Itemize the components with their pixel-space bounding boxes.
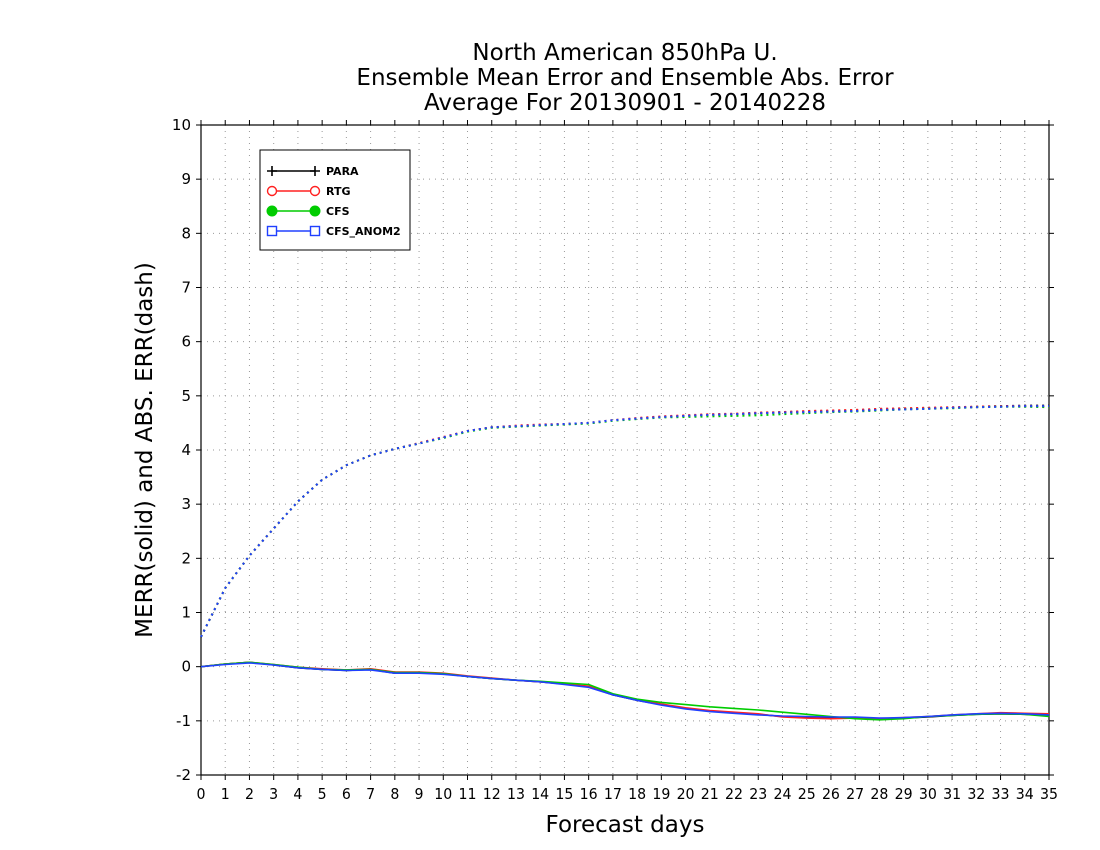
x-tick-label: 9 <box>415 785 424 803</box>
x-tick-label: 28 <box>870 785 888 803</box>
legend-item-cfs: CFS <box>266 205 350 218</box>
y-tick-label: 9 <box>181 170 191 188</box>
x-tick-label: 22 <box>725 785 743 803</box>
legend-item-rtg: RTG <box>266 185 351 198</box>
chart-title-line-2: Ensemble Mean Error and Ensemble Abs. Er… <box>356 65 894 91</box>
x-tick-label: 27 <box>846 785 864 803</box>
legend-label: RTG <box>326 185 351 198</box>
y-tick-label: 8 <box>181 224 191 242</box>
legend-circle-marker <box>266 185 278 197</box>
y-tick-label: 10 <box>172 116 191 134</box>
series-cfs_anom2-merr-line <box>200 662 1050 719</box>
series-rtg-abserr-line <box>200 405 1050 638</box>
legend-label: CFS_ANOM2 <box>326 225 401 238</box>
x-tick-label: 10 <box>434 785 452 803</box>
x-tick-label: 11 <box>459 785 477 803</box>
y-tick-label: 6 <box>181 333 191 351</box>
x-tick-label: 3 <box>269 785 278 803</box>
series-lines <box>200 404 1050 721</box>
series-rtg-merr-line <box>200 661 1050 720</box>
x-tick-label: 13 <box>507 785 525 803</box>
y-tick-label: 0 <box>181 658 191 676</box>
legend-circle-marker <box>309 185 321 197</box>
x-tick-label: 20 <box>677 785 695 803</box>
x-tick-label: 23 <box>749 785 767 803</box>
series-cfs-abserr-line <box>200 405 1050 638</box>
x-tick-label: 2 <box>245 785 254 803</box>
x-tick-label: 16 <box>580 785 598 803</box>
y-tick-label: -2 <box>176 766 191 784</box>
x-tick-label: 34 <box>1016 785 1034 803</box>
x-tick-label: 17 <box>604 785 622 803</box>
series-para-merr-line <box>200 661 1050 721</box>
x-tick-label: 35 <box>1040 785 1058 803</box>
y-tick-label: 1 <box>181 604 191 622</box>
x-tick-label: 32 <box>967 785 985 803</box>
y-tick-label: 3 <box>181 495 191 513</box>
x-tick-label: 7 <box>366 785 375 803</box>
x-tick-label: 12 <box>483 785 501 803</box>
legend-plus-marker <box>267 166 277 176</box>
legend-item-para: PARA <box>267 165 359 178</box>
series-cfs-merr-line <box>200 661 1050 721</box>
legend-filled-circle-marker <box>266 205 278 217</box>
x-tick-label: 18 <box>628 785 646 803</box>
series-cfs_anom2-abserr-line <box>200 405 1049 638</box>
legend-item-cfs_anom2: CFS_ANOM2 <box>266 225 401 238</box>
y-tick-label: 7 <box>181 279 191 297</box>
legend: PARA RTG CFS CFS_ANOM2 <box>259 149 411 251</box>
chart-title-line-1: North American 850hPa U. <box>472 40 777 66</box>
x-tick-label: 5 <box>318 785 327 803</box>
y-axis-label: MERR(solid) and ABS. ERR(dash) <box>132 262 158 638</box>
y-tick-label: 5 <box>181 387 191 405</box>
x-tick-label: 15 <box>555 785 573 803</box>
x-tick-label: 0 <box>197 785 206 803</box>
x-tick-label: 14 <box>531 785 549 803</box>
y-tick-label: 2 <box>181 549 191 567</box>
legend-label: CFS <box>326 205 350 218</box>
y-tick-label: -1 <box>176 712 191 730</box>
x-tick-label: 26 <box>822 785 840 803</box>
x-tick-label: 21 <box>701 785 719 803</box>
x-tick-label: 24 <box>773 785 791 803</box>
legend-plus-marker <box>310 166 320 176</box>
x-axis-label: Forecast days <box>546 812 705 838</box>
x-tick-label: 30 <box>919 785 937 803</box>
chart-title-line-3: Average For 20130901 - 20140228 <box>424 90 826 116</box>
legend-filled-circle-marker <box>309 205 321 217</box>
series-para-abserr-line <box>200 404 1049 638</box>
x-tick-label: 19 <box>652 785 670 803</box>
x-tick-label: 31 <box>943 785 961 803</box>
x-tick-label: 1 <box>221 785 230 803</box>
x-tick-label: 8 <box>390 785 399 803</box>
x-tick-label: 25 <box>798 785 816 803</box>
x-tick-label: 33 <box>992 785 1010 803</box>
chart-title: North American 850hPa U. Ensemble Mean E… <box>356 40 894 116</box>
legend-square-marker <box>266 225 278 237</box>
x-tick-label: 29 <box>895 785 913 803</box>
y-tick-label: 4 <box>181 441 191 459</box>
legend-square-marker <box>309 225 321 237</box>
x-tick-label: 6 <box>342 785 351 803</box>
legend-label: PARA <box>326 165 359 178</box>
grid <box>201 125 1049 775</box>
x-tick-label: 4 <box>293 785 302 803</box>
legend-box <box>259 149 411 251</box>
